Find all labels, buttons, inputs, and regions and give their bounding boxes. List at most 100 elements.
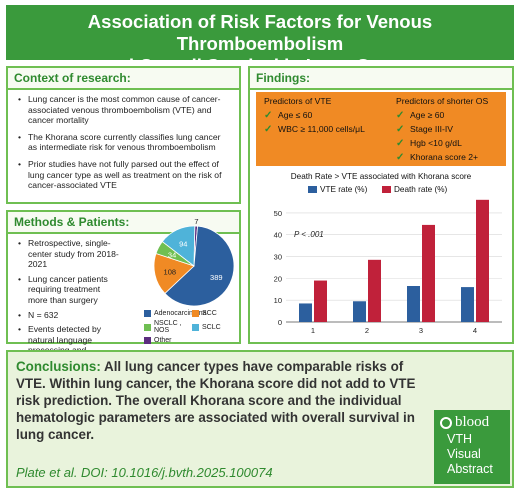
methods-panel: Methods & Patients: Retrospective, singl…: [6, 210, 241, 366]
context-heading-text: Context of research:: [14, 71, 131, 85]
legend-item-death: Death rate (%): [382, 185, 447, 194]
chart-title: Death Rate > VTE associated with Khorana…: [290, 172, 472, 181]
blood-logo: blood: [440, 414, 489, 431]
conclusions-text: Conclusions: All lung cancer types have …: [16, 358, 436, 443]
predictor-label: Age ≤ 60: [278, 110, 313, 120]
pie-data-label: 34: [168, 250, 176, 259]
predictor-label: Age ≥ 60: [410, 110, 445, 120]
methods-heading-text: Methods & Patients:: [14, 215, 130, 229]
check-icon: ✓: [264, 110, 273, 121]
legend-label: VTE rate (%): [320, 185, 368, 194]
pie-data-label: 94: [179, 240, 187, 249]
brand-label: blood: [455, 414, 490, 430]
predictor-label: Khorana score 2+: [410, 152, 479, 162]
findings-heading-text: Findings:: [256, 71, 310, 85]
legend-item-vte: VTE rate (%): [308, 185, 367, 194]
check-icon: ✓: [396, 138, 405, 149]
legend-label: Adenocarcinoma: [154, 310, 207, 317]
predictor-label: Stage III-IV: [410, 124, 453, 134]
badge-text: VTH Visual Abstract: [447, 432, 493, 477]
y-tick-label: 50: [274, 209, 282, 218]
y-tick-label: 20: [274, 274, 282, 283]
badge-line: Visual: [447, 447, 481, 461]
bar: [422, 224, 435, 322]
y-tick-label: 40: [274, 231, 282, 240]
conclusions-body: All lung cancer types have comparable ri…: [16, 359, 416, 442]
y-tick-label: 30: [274, 253, 282, 262]
legend-swatch: [144, 323, 151, 331]
predictor-item: ✓ Khorana score 2+: [396, 152, 488, 163]
legend-item-nsclc: NSCLC , NOS: [144, 320, 192, 334]
bar: [368, 259, 381, 322]
os-predictors-title: Predictors of shorter OS: [396, 96, 489, 106]
list-item: The Khorana score currently classifies l…: [18, 132, 231, 153]
khorana-bar-chart: 0 10 20 30 40 50 1 2 3 4 P < .001: [274, 199, 502, 335]
predictor-item: ✓ Age ≥ 60: [396, 110, 488, 121]
bar: [353, 301, 366, 322]
predictor-label: WBC ≥ 11,000 cells/μL: [278, 124, 365, 134]
predictor-item: ✓ WBC ≥ 11,000 cells/μL: [264, 124, 365, 135]
list-item: Prior studies have not fully parsed out …: [18, 159, 231, 191]
predictors-box: Predictors of VTE ✓ Age ≤ 60 ✓ WBC ≥ 11,00…: [256, 92, 506, 166]
check-icon: ✓: [396, 152, 405, 163]
conclusions-panel: Conclusions: All lung cancer types have …: [6, 350, 514, 488]
legend-item-other: Other: [144, 337, 192, 344]
pie-data-label: 108: [164, 267, 177, 276]
y-tick-label: 0: [278, 318, 282, 327]
legend-item-sclc: SCLC: [192, 320, 240, 334]
context-list: Lung cancer is the most common cause of …: [8, 90, 239, 191]
bar: [299, 303, 312, 322]
legend-swatch: [308, 186, 317, 193]
p-value-annotation: P < .001: [294, 230, 324, 239]
list-item: Lung cancer is the most common cause of …: [18, 94, 231, 126]
pie-legend: Adenocarcinoma SCC NSCLC , NOS SCLC Othe…: [144, 310, 240, 347]
x-tick-label: 4: [473, 326, 477, 335]
predictor-label: Hgb <10 g/dL: [410, 138, 462, 148]
legend-swatch: [192, 323, 199, 331]
drop-icon: [440, 416, 452, 429]
predictor-item: ✓ Hgb <10 g/dL: [396, 138, 488, 149]
os-predictors: Predictors of shorter OS ✓ Age ≥ 60 ✓ Stag…: [396, 96, 488, 166]
bar: [461, 287, 474, 322]
pie-slice: [161, 225, 196, 267]
findings-heading: Findings:: [250, 68, 512, 90]
legend-swatch: [144, 310, 151, 317]
page-title: Association of Risk Factors for Venous T…: [6, 5, 514, 76]
predictor-item: ✓ Age ≤ 60: [264, 110, 365, 121]
bar: [476, 199, 489, 322]
pie-slice: [153, 252, 195, 294]
check-icon: ✓: [396, 110, 405, 121]
legend-label: Death rate (%): [394, 185, 448, 194]
legend-label: SCC: [202, 310, 217, 317]
vte-predictors-title: Predictors of VTE: [264, 96, 332, 106]
bar: [407, 286, 420, 322]
legend-label: SCLC: [202, 323, 221, 331]
legend-item-adenocarcinoma: Adenocarcinoma: [144, 310, 207, 317]
list-item: Lung cancer patients requiring treatment…: [18, 274, 122, 306]
bar: [314, 280, 327, 322]
check-icon: ✓: [264, 124, 273, 135]
vte-predictors: Predictors of VTE ✓ Age ≤ 60 ✓ WBC ≥ 11,00…: [264, 96, 365, 138]
context-heading: Context of research:: [8, 68, 239, 90]
x-tick-label: 2: [365, 326, 369, 335]
conclusions-lead: Conclusions:: [16, 359, 101, 374]
legend-label: Other: [154, 337, 172, 344]
check-icon: ✓: [396, 124, 405, 135]
list-item: N = 632: [18, 310, 122, 321]
legend-swatch: [382, 186, 391, 193]
findings-panel: Findings: Predictors of VTE ✓ Age ≤ 60 ✓ W…: [248, 66, 514, 344]
x-tick-label: 3: [419, 326, 423, 335]
predictor-item: ✓ Stage III-IV: [396, 124, 488, 135]
badge-line: Abstract: [447, 462, 493, 476]
x-tick-label: 1: [311, 326, 315, 335]
legend-swatch: [192, 310, 199, 317]
legend-swatch: [144, 337, 151, 344]
pie-slice: [164, 225, 235, 307]
y-tick-label: 10: [274, 296, 282, 305]
pie-data-label: 389: [210, 273, 223, 282]
badge-line: VTH: [447, 432, 472, 446]
methods-list: Retrospective, single-center study from …: [8, 234, 130, 367]
legend-label: NSCLC , NOS: [154, 320, 182, 334]
